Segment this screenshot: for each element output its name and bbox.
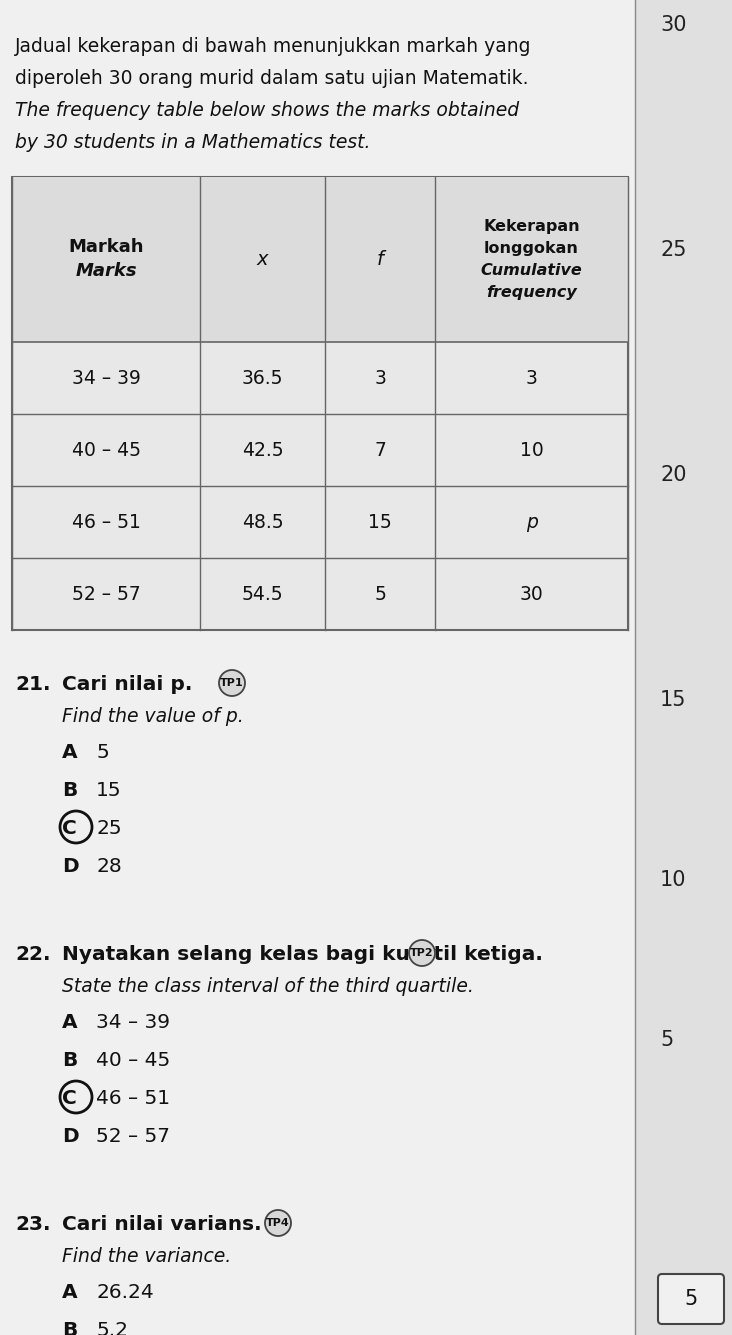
Text: 52 – 57: 52 – 57 <box>96 1127 170 1145</box>
Text: A: A <box>62 744 78 762</box>
Text: 25: 25 <box>660 240 687 260</box>
Text: diperoleh 30 orang murid dalam satu ujian Matematik.: diperoleh 30 orang murid dalam satu ujia… <box>15 69 529 88</box>
Text: 34 – 39: 34 – 39 <box>96 1013 170 1032</box>
Text: 3: 3 <box>526 368 537 387</box>
Text: 30: 30 <box>660 15 687 35</box>
Text: 7: 7 <box>374 441 386 459</box>
Text: 3: 3 <box>374 368 386 387</box>
Text: Kekerapan: Kekerapan <box>483 219 580 234</box>
Text: D: D <box>62 1127 78 1145</box>
Text: 54.5: 54.5 <box>242 585 283 603</box>
Text: TP1: TP1 <box>220 678 244 688</box>
Circle shape <box>265 1210 291 1236</box>
Text: B: B <box>62 1322 78 1335</box>
Text: D: D <box>62 857 78 876</box>
Text: 5: 5 <box>684 1290 698 1310</box>
Text: 5: 5 <box>374 585 386 603</box>
Text: A: A <box>62 1283 78 1302</box>
Text: TP2: TP2 <box>410 948 434 959</box>
Text: B: B <box>62 1051 78 1069</box>
Text: Cari nilai varians.: Cari nilai varians. <box>62 1215 261 1234</box>
Text: Markah: Markah <box>68 239 143 256</box>
Text: 21.: 21. <box>15 676 51 694</box>
Bar <box>635 0 732 1335</box>
Text: 30: 30 <box>520 585 543 603</box>
Text: 52 – 57: 52 – 57 <box>72 585 141 603</box>
Circle shape <box>219 670 245 696</box>
Text: 48.5: 48.5 <box>242 513 283 531</box>
Text: State the class interval of the third quartile.: State the class interval of the third qu… <box>62 977 474 996</box>
Text: C: C <box>62 1089 77 1108</box>
Text: 10: 10 <box>520 441 543 459</box>
Text: 46 – 51: 46 – 51 <box>96 1089 170 1108</box>
Text: The frequency table below shows the marks obtained: The frequency table below shows the mark… <box>15 101 519 120</box>
Text: B: B <box>62 781 78 800</box>
Text: 5.2: 5.2 <box>96 1322 128 1335</box>
Text: Jadual kekerapan di bawah menunjukkan markah yang: Jadual kekerapan di bawah menunjukkan ma… <box>15 37 531 56</box>
Text: 26.24: 26.24 <box>96 1283 154 1302</box>
Text: 34 – 39: 34 – 39 <box>72 368 141 387</box>
Text: 10: 10 <box>660 870 687 890</box>
Text: longgokan: longgokan <box>484 242 579 256</box>
Text: 22.: 22. <box>15 945 51 964</box>
Text: 23.: 23. <box>15 1215 51 1234</box>
Bar <box>12 178 628 342</box>
Text: 20: 20 <box>660 465 687 485</box>
Text: x: x <box>257 250 268 268</box>
Text: frequency: frequency <box>486 284 577 300</box>
Text: 28: 28 <box>96 857 122 876</box>
Circle shape <box>409 940 435 967</box>
Text: p: p <box>526 513 537 531</box>
Text: 15: 15 <box>368 513 392 531</box>
Text: Cumulative: Cumulative <box>481 263 583 278</box>
Text: Find the variance.: Find the variance. <box>62 1247 231 1266</box>
Text: Find the value of p.: Find the value of p. <box>62 708 244 726</box>
Text: by 30 students in a Mathematics test.: by 30 students in a Mathematics test. <box>15 134 370 152</box>
Text: Marks: Marks <box>75 263 137 280</box>
Text: 5: 5 <box>660 1031 673 1051</box>
Text: C: C <box>62 818 77 838</box>
Text: 15: 15 <box>660 690 687 710</box>
Text: 25: 25 <box>96 818 122 838</box>
Text: f: f <box>376 250 384 268</box>
Text: Nyatakan selang kelas bagi kuartil ketiga.: Nyatakan selang kelas bagi kuartil ketig… <box>62 945 543 964</box>
Text: A: A <box>62 1013 78 1032</box>
Text: 36.5: 36.5 <box>242 368 283 387</box>
Text: 5: 5 <box>96 744 109 762</box>
Text: Cari nilai p.: Cari nilai p. <box>62 676 193 694</box>
Text: 46 – 51: 46 – 51 <box>72 513 141 531</box>
Text: 15: 15 <box>96 781 122 800</box>
Text: 40 – 45: 40 – 45 <box>72 441 141 459</box>
Bar <box>12 178 628 630</box>
Text: TP4: TP4 <box>266 1218 290 1228</box>
FancyBboxPatch shape <box>658 1274 724 1324</box>
Text: 40 – 45: 40 – 45 <box>96 1051 171 1069</box>
Text: 42.5: 42.5 <box>242 441 283 459</box>
